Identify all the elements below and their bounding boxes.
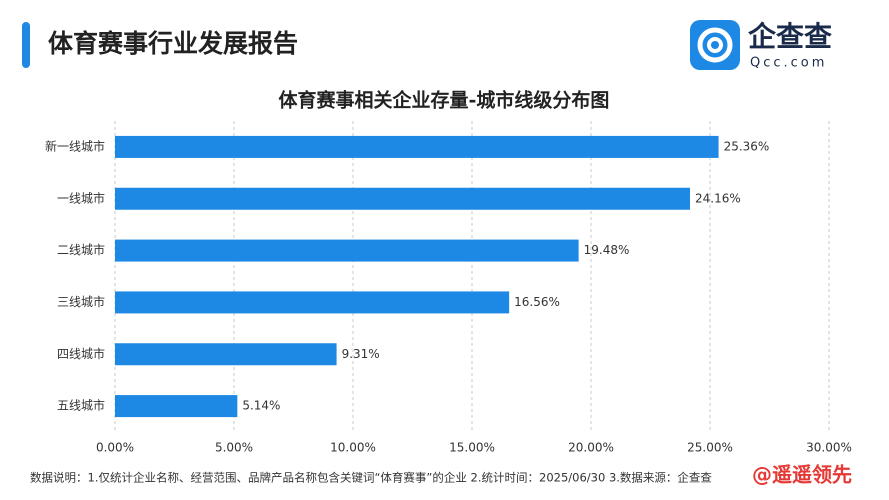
logo-ring — [707, 37, 723, 53]
value-label: 9.31% — [342, 347, 380, 361]
value-label: 16.56% — [514, 295, 560, 309]
y-tick-label: 一线城市 — [57, 190, 105, 205]
bar — [115, 395, 238, 418]
logo-ring — [697, 27, 733, 63]
logo-text: 企查查 — [748, 20, 832, 53]
x-tick-label: 15.00% — [449, 441, 495, 455]
x-tick-label: 25.00% — [687, 441, 733, 455]
y-tick-label: 三线城市 — [57, 294, 105, 309]
logo: 企查查 Qcc.com — [690, 20, 832, 71]
value-label: 24.16% — [695, 191, 741, 205]
logo-icon — [690, 20, 740, 70]
y-tick-label: 五线城市 — [57, 398, 105, 413]
x-tick-label: 10.00% — [330, 441, 376, 455]
bar — [115, 135, 719, 158]
footnote: 数据说明：1.仅统计企业名称、经营范围、品牌产品名称包含关键词“体育赛事”的企业… — [30, 471, 712, 485]
y-tick-label: 二线城市 — [57, 242, 105, 257]
bar — [115, 187, 691, 210]
bar — [115, 291, 510, 314]
accent-bar — [22, 22, 30, 68]
chart-title: 体育赛事相关企业存量-城市线级分布图 — [279, 89, 610, 112]
y-tick-label: 新一线城市 — [45, 138, 105, 153]
value-label: 19.48% — [584, 243, 630, 257]
header-title: 体育赛事行业发展报告 — [48, 29, 298, 58]
x-tick-label: 30.00% — [806, 441, 852, 455]
bar — [115, 239, 579, 262]
bar — [115, 343, 337, 366]
x-tick-label: 20.00% — [568, 441, 614, 455]
watermark: @遥遥领先 — [752, 463, 852, 487]
logo-sub: Qcc.com — [750, 56, 827, 71]
x-tick-label: 5.00% — [215, 441, 253, 455]
x-tick-label: 0.00% — [96, 441, 134, 455]
value-label: 25.36% — [724, 139, 770, 153]
y-tick-label: 四线城市 — [57, 346, 105, 361]
value-label: 5.14% — [242, 399, 280, 413]
